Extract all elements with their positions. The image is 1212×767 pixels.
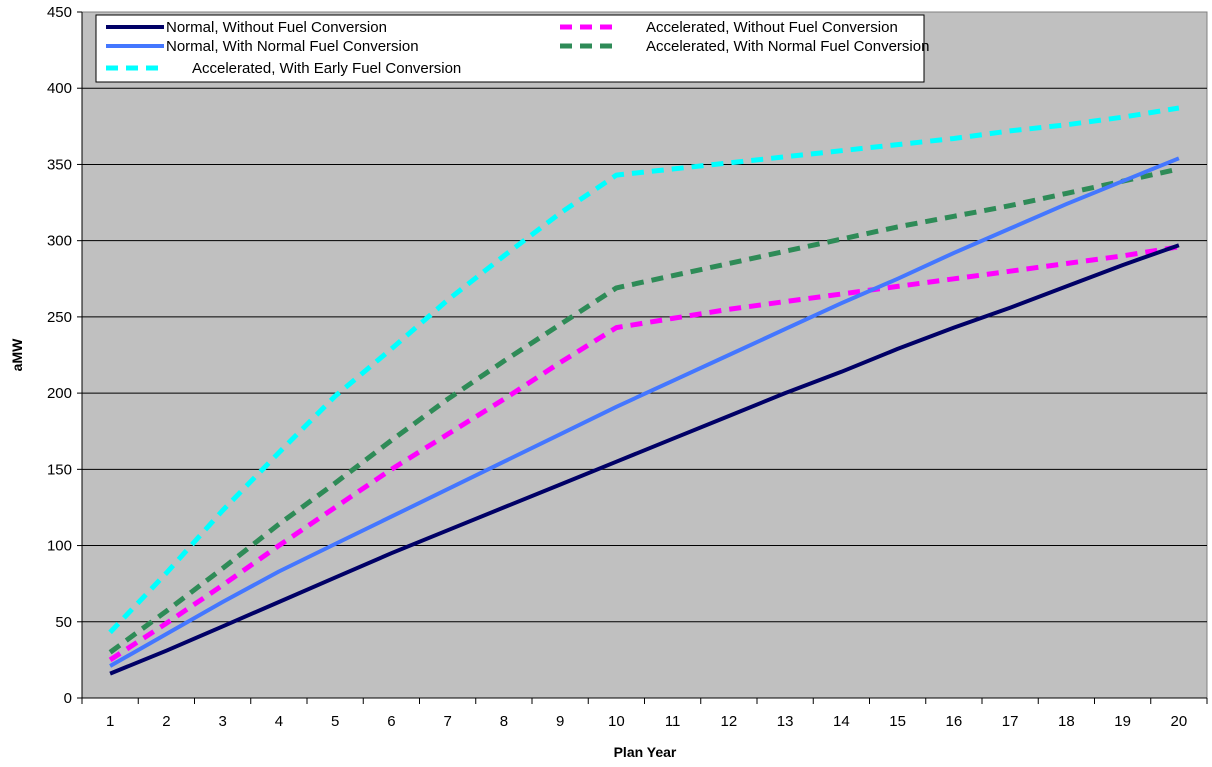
y-tick-label: 450: [47, 4, 72, 21]
y-tick-label: 400: [47, 80, 72, 97]
series-line-3: [109, 156, 1180, 668]
legend-label-5: Accelerated, With Early Fuel Conversion: [192, 60, 461, 77]
x-tick-label: 19: [1114, 713, 1131, 730]
legend-label-3: Normal, With Normal Fuel Conversion: [166, 38, 419, 55]
x-tick-label: 18: [1058, 713, 1075, 730]
legend-label-1: Normal, Without Fuel Conversion: [166, 19, 387, 36]
x-tick-label: 11: [665, 713, 681, 730]
x-tick-label: 10: [608, 713, 625, 730]
y-tick-label: 300: [47, 233, 72, 250]
x-axis-ticks: [81, 12, 1208, 704]
y-axis-tick-labels: 0 50 100 150 200 250 300 350 400 450: [47, 4, 72, 707]
y-tick-label: 50: [55, 614, 72, 631]
y-tick-label: 0: [64, 690, 72, 707]
x-tick-label: 16: [946, 713, 963, 730]
y-tick-label: 200: [47, 385, 72, 402]
x-tick-label: 5: [331, 713, 339, 730]
x-tick-label: 6: [387, 713, 395, 730]
plot-area: [81, 11, 1208, 699]
x-axis-tick-labels: 1 2 3 4 5 6 7 8 9 10 11 12 13 14 15 16 17 18 19 20: [106, 713, 1187, 730]
gridlines: [77, 11, 1207, 699]
x-tick-label: 2: [162, 713, 170, 730]
legend-box: [95, 14, 925, 83]
legend-label-4: Accelerated, With Normal Fuel Conversion: [646, 38, 929, 55]
y-axis-title: aMW: [9, 338, 25, 371]
legend: Normal, Without Fuel Conversion Accelerat…: [95, 14, 929, 83]
y-tick-label: 150: [47, 461, 72, 478]
x-tick-label: 7: [443, 713, 451, 730]
legend-label-2: Accelerated, Without Fuel Conversion: [646, 19, 898, 36]
series-line-5: [108, 105, 1180, 635]
y-tick-label: 250: [47, 309, 72, 326]
y-tick-label: 350: [47, 156, 72, 173]
series-lines: [108, 105, 1180, 676]
x-tick-label: 4: [275, 713, 283, 730]
series-line-4: [108, 166, 1180, 655]
x-axis-title: Plan Year: [614, 744, 677, 760]
series-line-1: [109, 243, 1180, 676]
x-tick-label: 20: [1171, 713, 1188, 730]
x-tick-label: 13: [777, 713, 794, 730]
x-tick-label: 14: [833, 713, 850, 730]
x-tick-label: 8: [500, 713, 508, 730]
y-tick-label: 100: [47, 538, 72, 555]
x-tick-label: 9: [556, 713, 564, 730]
x-tick-label: 12: [721, 713, 738, 730]
x-tick-label: 1: [106, 713, 114, 730]
x-tick-label: 3: [218, 713, 226, 730]
x-tick-label: 17: [1002, 713, 1019, 730]
x-tick-label: 15: [889, 713, 906, 730]
